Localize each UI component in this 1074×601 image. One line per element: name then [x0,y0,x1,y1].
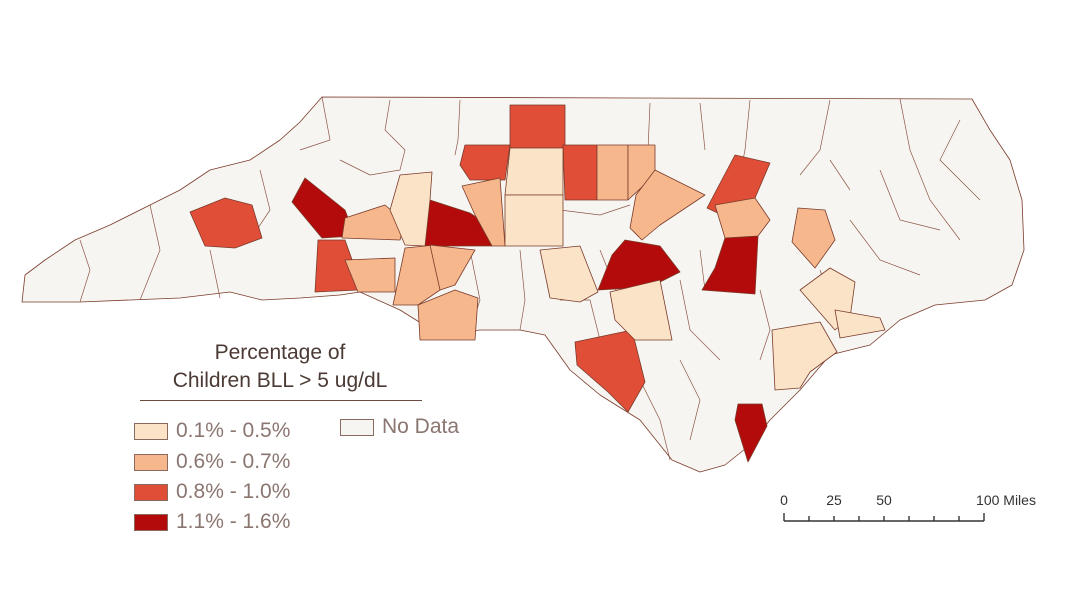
county-class4-e [734,403,768,463]
county-class1-a [504,147,564,196]
legend-swatch-class1 [134,422,168,440]
county-class1-c [389,171,433,247]
county-class2-a [596,144,629,201]
legend-label-no-data: No Data [382,415,460,438]
county-class2-f [344,257,396,293]
county-class1-e [609,279,673,341]
legend-label-class4: 1.1% - 1.6% [176,510,291,533]
legend-label-class1: 0.1% - 0.5% [176,419,291,442]
county-class2-j [714,197,771,239]
legend-item-class4: 1.1% - 1.6% [134,510,291,533]
legend-item-class1: 0.1% - 0.5% [134,419,291,442]
county-class2-c [629,169,706,241]
county-class2-h [429,244,476,291]
county-layer [189,104,886,463]
legend-item-class2: 0.6% - 0.7% [134,450,291,473]
county-class1-h [771,321,838,391]
county-class3-b [459,144,511,181]
county-class3-a [509,104,566,149]
county-class1-b [504,194,564,247]
county-class1-d [539,245,599,303]
state-outline [21,96,1025,473]
legend-divider [140,400,422,401]
county-class3-c [562,144,598,201]
county-class2-i [417,289,479,341]
county-class1-g [834,309,886,339]
legend-title-line2: Children BLL > 5 ug/dL [172,369,388,392]
legend-swatch-class4 [134,513,168,531]
legend-item-no-data: No Data [340,415,460,438]
legend-swatch-class2 [134,453,168,471]
legend-title-line1: Percentage of [214,341,346,364]
legend-label-class2: 0.6% - 0.7% [176,450,291,473]
legend-item-class3: 0.8% - 1.0% [134,480,291,503]
legend-swatch-class3 [134,483,168,501]
legend-swatch-no-data [340,418,374,436]
county-class2-d [461,177,506,247]
legend-label-class3: 0.8% - 1.0% [176,480,291,503]
county-class3-d [189,197,263,249]
county-class2-k [791,207,836,269]
